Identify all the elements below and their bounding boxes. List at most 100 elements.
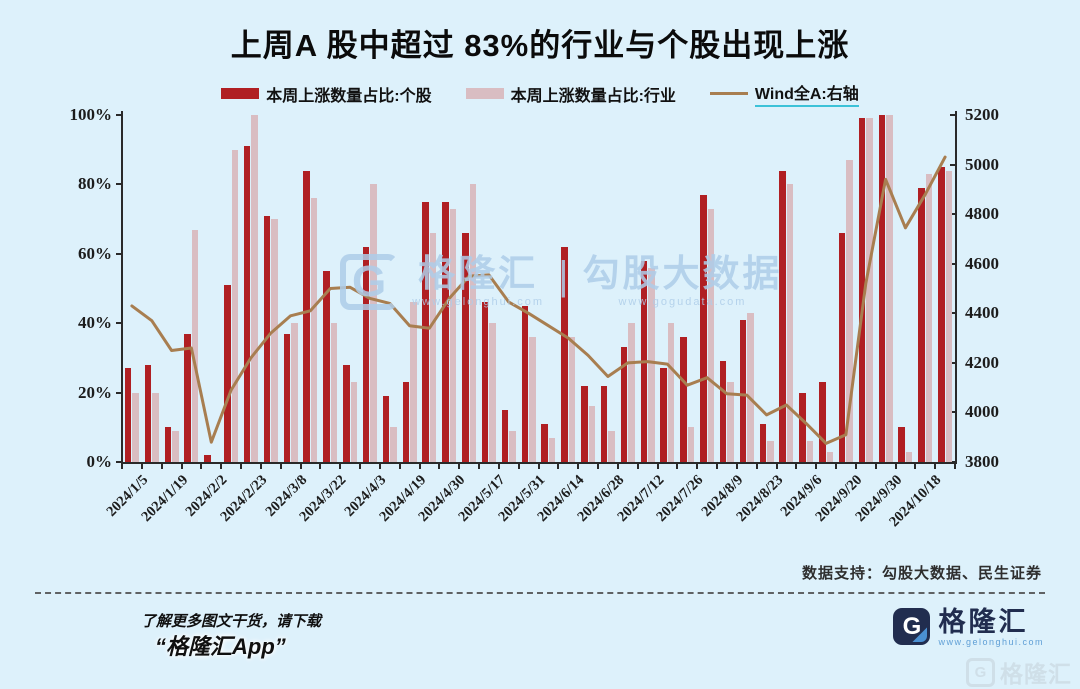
- bar-stocks: [898, 427, 905, 462]
- bar-industries: [330, 323, 338, 462]
- bar-industries: [370, 184, 377, 462]
- bar-stocks: [581, 385, 588, 462]
- bar-stocks: [184, 333, 191, 462]
- corner-logo-icon: G: [966, 657, 995, 687]
- bar-industries: [548, 437, 556, 462]
- x-axis-tick: [398, 464, 401, 469]
- bar-industries: [747, 312, 754, 462]
- bar-stocks: [640, 260, 648, 462]
- bar-industries: [469, 184, 477, 462]
- bar-industries: [707, 208, 715, 462]
- y-axis-right-tick: [950, 411, 956, 414]
- x-axis-tick: [716, 464, 718, 469]
- bar-stocks: [323, 271, 330, 462]
- y-axis-left-tick-label: 20%: [78, 382, 112, 402]
- y-axis-left-tick-label: 0%: [86, 452, 113, 471]
- dashed-divider: [35, 592, 1045, 594]
- y-axis-right-tick: [950, 312, 956, 315]
- promo-text: 了解更多图文干货，请下载: [141, 613, 322, 630]
- x-axis: [121, 462, 957, 464]
- x-axis-tick: [418, 464, 421, 469]
- y-axis-left-tick-label: 60%: [78, 243, 112, 263]
- bar-stocks: [481, 302, 489, 462]
- legend-label-industries: 本周上涨数量占比:行业: [510, 87, 676, 105]
- x-axis-tick: [220, 464, 223, 469]
- bar-industries: [231, 149, 239, 462]
- bar-industries: [350, 382, 358, 462]
- bar-industries: [509, 430, 516, 462]
- x-axis-tick: [854, 464, 857, 469]
- industries-bar-swatch-icon: [465, 88, 504, 99]
- app-name-text: “格隆汇App”: [155, 634, 286, 659]
- bar-stocks: [343, 364, 350, 462]
- bar-industries: [767, 441, 774, 462]
- y-axis-right-tick: [950, 361, 956, 364]
- bar-stocks: [680, 337, 687, 462]
- x-axis-tick: [954, 464, 956, 469]
- x-axis-tick: [299, 464, 302, 469]
- bar-industries: [786, 184, 794, 462]
- x-axis-tick: [914, 464, 917, 469]
- x-axis-tick: [636, 464, 639, 469]
- bar-stocks: [243, 146, 251, 462]
- legend-label-wind: Wind全A:右轴: [754, 80, 859, 107]
- x-axis-tick: [656, 464, 659, 469]
- bar-stocks: [263, 215, 271, 462]
- bar-industries: [846, 160, 853, 462]
- gelonghui-logo-text: 格隆汇: [938, 607, 1029, 637]
- bar-stocks: [144, 364, 152, 462]
- bar-industries: [667, 323, 675, 462]
- bar-industries: [449, 208, 457, 462]
- corner-logo-text: 格隆汇: [1000, 661, 1072, 687]
- y-axis-right-tick-label: 4800: [965, 204, 999, 224]
- x-axis-tick: [378, 464, 381, 469]
- corner-watermark-logo: G 格隆汇: [966, 655, 1072, 689]
- chart-title: 上周A 股中超过 83%的行业与个股出现上涨: [230, 28, 850, 63]
- bar-industries: [925, 173, 933, 462]
- bar-stocks: [878, 115, 886, 462]
- bar-industries: [191, 229, 199, 462]
- bar-stocks: [462, 232, 469, 462]
- y-axis-right-tick: [950, 461, 956, 463]
- x-axis-tick: [359, 464, 361, 469]
- bar-stocks: [838, 232, 846, 462]
- bar-stocks: [719, 361, 727, 462]
- bar-stocks: [164, 427, 172, 462]
- y-axis-right-tick-label: 5200: [965, 105, 999, 124]
- legend-item-industries: 本周上涨数量占比:行业: [465, 82, 676, 106]
- y-axis-right-tick: [950, 114, 956, 116]
- x-axis-tick: [795, 464, 798, 469]
- bar-stocks: [620, 347, 628, 462]
- bar-stocks: [660, 368, 667, 462]
- bar-stocks: [799, 392, 806, 462]
- x-axis-tick: [894, 464, 897, 469]
- x-axis-tick: [835, 464, 837, 469]
- x-axis-tick: [557, 464, 560, 469]
- x-axis-tick: [616, 464, 619, 469]
- bar-stocks: [600, 385, 608, 462]
- y-axis-right-tick: [950, 213, 956, 216]
- y-axis-right-tick-label: 4400: [965, 303, 999, 323]
- x-axis-tick: [279, 464, 282, 469]
- legend-item-stocks: 本周上涨数量占比:个股: [221, 82, 432, 106]
- y-axis-left-tick: [116, 461, 122, 463]
- y-axis-left-tick-label: 100%: [69, 105, 113, 124]
- y-axis-left-tick: [116, 252, 122, 255]
- x-axis-tick: [537, 464, 540, 469]
- bar-industries: [251, 115, 258, 462]
- y-axis-left-tick-label: 80%: [78, 174, 112, 194]
- x-axis-tick: [755, 464, 758, 469]
- x-axis-tick: [121, 464, 123, 469]
- legend-item-wind: Wind全A:右轴: [709, 80, 859, 107]
- bar-industries: [390, 427, 397, 462]
- bar-industries: [529, 337, 536, 462]
- bar-industries: [826, 451, 834, 462]
- x-axis-tick: [140, 464, 143, 469]
- bar-stocks: [561, 246, 568, 462]
- chart-plot-area: 0% 20% 40% 60% 80% 100% 3800 4000 4200 4400 4600 48…: [69, 105, 1000, 531]
- bar-stocks: [521, 305, 529, 462]
- x-axis-tick: [874, 464, 877, 469]
- stocks-bar-swatch-icon: [221, 88, 260, 99]
- bar-stocks: [382, 396, 390, 462]
- bar-industries: [608, 430, 615, 462]
